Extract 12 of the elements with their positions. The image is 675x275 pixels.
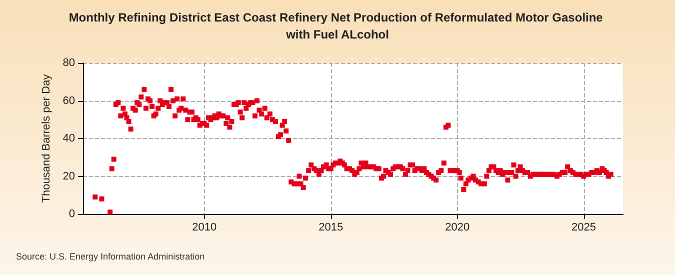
source-note: Source: U.S. Energy Information Administration — [16, 252, 205, 262]
x-tick-label: 2015 — [318, 222, 344, 234]
x-tick-label: 2010 — [192, 222, 217, 234]
y-tick-label: 60 — [62, 94, 75, 107]
chart-title: Monthly Refining District East Coast Refinery Net Production of Reformulated Motor Gasoline with Fuel ALcohol — [68, 10, 606, 42]
x-tick-label: 2020 — [445, 222, 470, 234]
y-tick-label: 40 — [62, 132, 75, 144]
x-tick-label: 2025 — [572, 222, 596, 234]
y-axis-title: Thousand Barrels per Day — [40, 74, 52, 203]
y-tick-label: 80 — [62, 57, 75, 69]
y-tick-label: 20 — [62, 170, 75, 182]
y-tick-label: 0 — [68, 208, 75, 220]
